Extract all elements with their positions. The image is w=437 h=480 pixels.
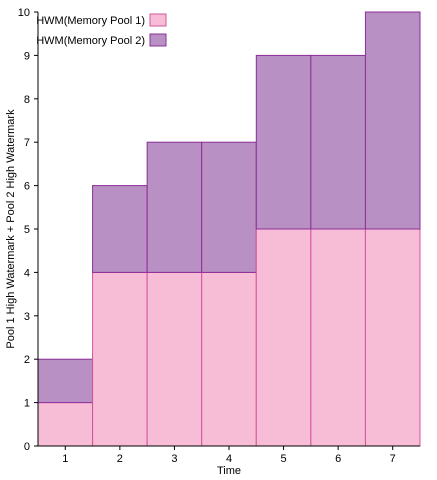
bar-series2-cat6	[310, 54, 366, 230]
bar-series2-cat1	[37, 358, 94, 404]
bar-series2-cat4	[201, 141, 257, 273]
y-tick-label: 8	[24, 94, 30, 106]
bar-series1-cat7	[364, 228, 421, 447]
y-tick-label: 10	[18, 7, 30, 19]
legend: HWM(Memory Pool 1) HWM(Memory Pool 2)	[36, 13, 167, 47]
ticks-layer: 0 1 2 3 4 5 6 7 8 9 10 1 2 3 4 5 6 7	[18, 7, 396, 465]
x-tick-label: 4	[226, 453, 232, 465]
legend-label-series2: HWM(Memory Pool 2)	[36, 35, 145, 47]
x-tick-label: 3	[171, 453, 177, 465]
legend-swatch-series1	[149, 13, 167, 27]
y-tick-label: 4	[24, 267, 30, 279]
bar-series2-cat3	[146, 141, 203, 273]
x-tick-label: 5	[281, 453, 287, 465]
y-axis-title: Pool 1 High Watermark + Pool 2 High Wate…	[5, 109, 17, 349]
x-tick-label: 6	[335, 453, 341, 465]
x-tick-label: 2	[117, 453, 123, 465]
x-axis-title: Time	[217, 465, 241, 477]
bars-layer	[37, 11, 421, 447]
legend-label-series1: HWM(Memory Pool 1)	[36, 15, 145, 27]
bar-series1-cat6	[310, 228, 366, 447]
y-tick-label: 6	[24, 181, 30, 193]
y-tick-label: 0	[24, 441, 30, 453]
y-tick-label: 1	[24, 398, 30, 410]
y-tick-label: 5	[24, 224, 30, 236]
bar-series1-cat4	[201, 271, 257, 447]
bar-series1-cat3	[146, 271, 203, 447]
x-tick-label: 1	[62, 453, 68, 465]
bar-series2-cat5	[255, 54, 312, 230]
bar-series1-cat5	[255, 228, 312, 447]
y-tick-label: 7	[24, 137, 30, 149]
legend-swatch-series2	[149, 33, 167, 47]
bar-series2-cat2	[92, 185, 148, 273]
bar-series1-cat2	[92, 271, 148, 447]
y-tick-label: 3	[24, 311, 30, 323]
y-tick-label: 2	[24, 354, 30, 366]
bar-series2-cat7	[364, 11, 421, 230]
y-tick-label: 9	[24, 50, 30, 62]
x-tick-label: 7	[390, 453, 396, 465]
bar-series1-cat1	[37, 402, 94, 447]
